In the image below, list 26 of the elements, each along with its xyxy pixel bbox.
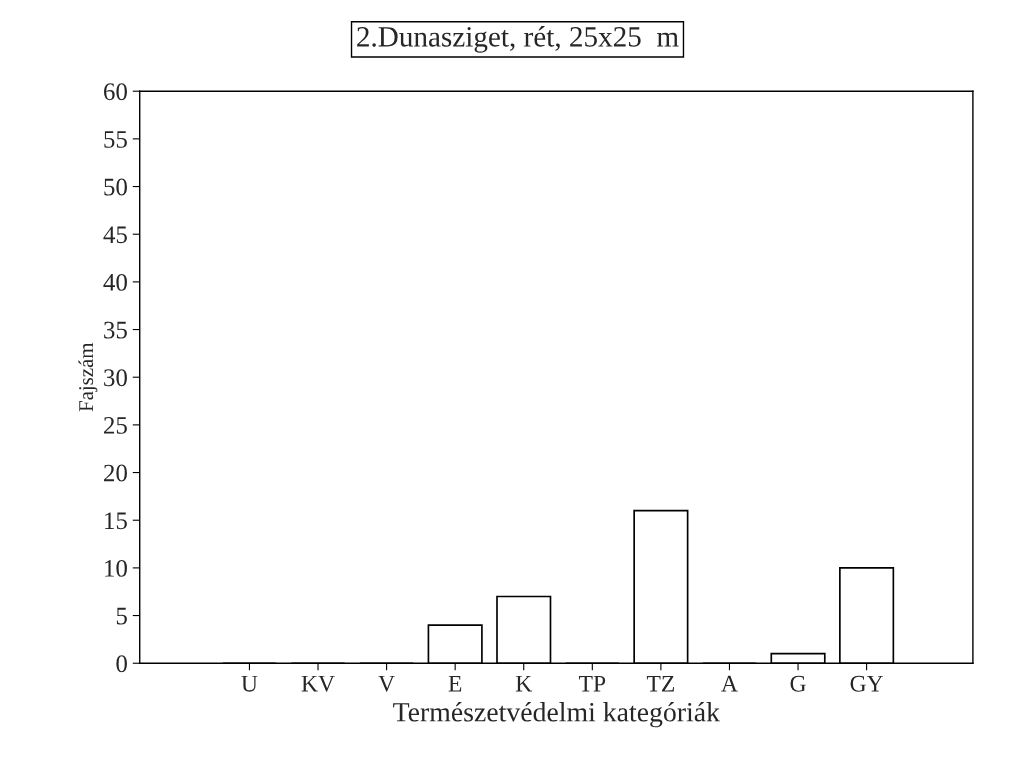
y-tick-label: 5 [116,607,127,625]
x-tick-label: K [515,675,533,692]
x-axis-title: Természetvédelmi kategóriák [393,702,720,728]
x-tick-label: E [448,675,462,692]
x-tick-label: V [378,675,395,692]
y-tick-label: 20 [104,464,127,482]
x-tick-label: A [721,675,738,692]
y-tick-label: 45 [103,226,127,244]
x-tick-label: KV [301,675,335,692]
x-tick-label: TZ [646,675,675,692]
x-tick-label: U [241,675,258,692]
y-tick-label: 25 [104,417,127,434]
y-tick-label: 0 [116,655,127,673]
y-tick-label: 15 [105,512,127,530]
y-axis-title: Fajszám [78,342,98,412]
x-tick-label: G [790,675,806,692]
chart-title: 2.Dunasziget, rét, 25x25 m [357,26,679,53]
y-tick-label: 55 [104,131,127,148]
y-tick-label: 30 [104,369,127,387]
x-tick-label: TP [578,675,606,692]
y-tick-label: 60 [103,83,127,101]
y-tick-label: 35 [104,321,127,339]
x-tick-label: GY [850,675,884,692]
y-tick-label: 40 [103,273,127,291]
y-tick-label: 50 [104,178,127,196]
y-tick-label: 10 [105,559,127,577]
